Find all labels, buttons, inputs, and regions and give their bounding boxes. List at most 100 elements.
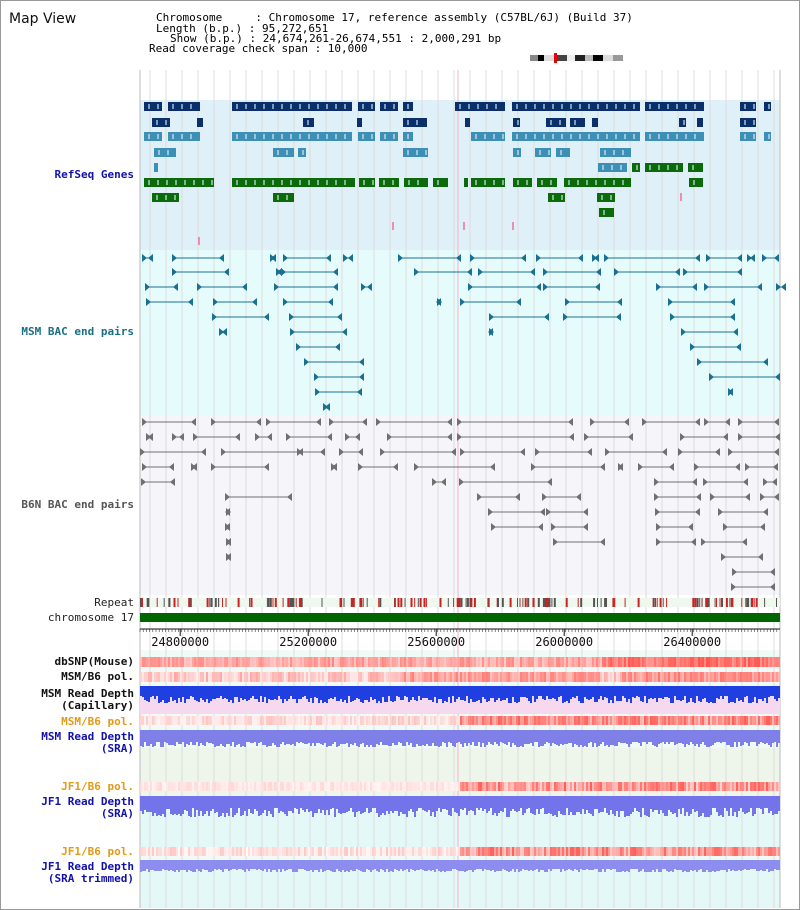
depth-bar — [450, 686, 452, 703]
jf1-depth-bar — [506, 796, 508, 817]
heat-cell — [296, 672, 298, 682]
bac-end-marker — [774, 493, 779, 501]
refseq-gene — [556, 148, 570, 157]
heat-cell — [744, 716, 746, 725]
jf1-trim-depth-bar — [314, 860, 316, 870]
jf1-trim-depth-bar — [446, 860, 448, 871]
heat-cell — [248, 672, 250, 682]
sra-depth-bar — [256, 730, 258, 746]
heat-cell — [550, 847, 552, 856]
b6n-bac-label[interactable]: B6N BAC end pairs — [21, 498, 134, 511]
repeat-element — [189, 598, 191, 607]
exon-mark — [603, 210, 605, 215]
jf1-b6-pol-label-1[interactable]: JF1/B6 pol. — [61, 780, 134, 793]
heat-cell — [564, 716, 566, 725]
sra-depth-bar — [296, 730, 298, 742]
heat-cell — [602, 657, 604, 667]
bac-end-marker — [192, 463, 197, 471]
heat-cell — [388, 782, 390, 791]
refseq-gene — [688, 163, 703, 172]
jf1-trim-depth-bar — [550, 860, 552, 871]
heat-cell — [564, 847, 566, 856]
exon-mark — [326, 180, 328, 185]
heat-cell — [486, 782, 488, 791]
sra-depth-bar — [156, 730, 158, 742]
exon-mark — [393, 134, 395, 139]
heat-cell — [180, 782, 182, 791]
bac-end-marker — [721, 553, 726, 561]
repeat-element — [537, 598, 540, 607]
chromosome-ideogram[interactable] — [530, 53, 626, 63]
bac-end-marker — [655, 508, 660, 516]
jf1-trim-depth-bar — [508, 860, 510, 872]
heat-cell — [528, 657, 530, 667]
depth-bar — [688, 686, 690, 702]
sra-depth-bar — [186, 730, 188, 744]
jf1-depth-bar — [762, 796, 764, 814]
heat-cell — [576, 657, 578, 667]
jf1-depth-bar — [680, 796, 682, 814]
bac-end-marker — [289, 313, 294, 321]
exon-mark — [753, 134, 755, 139]
depth-bar — [268, 686, 270, 699]
heat-cell — [730, 672, 732, 682]
msm-bac-label[interactable]: MSM BAC end pairs — [21, 325, 134, 338]
heat-cell — [196, 782, 198, 791]
refseq-gene — [379, 178, 399, 187]
heat-cell — [648, 716, 650, 725]
heat-cell — [572, 672, 574, 682]
heat-cell — [214, 782, 216, 791]
jf1-read-depth-sra-trimmed-label[interactable]: JF1 Read Depth (SRA trimmed) — [41, 860, 134, 885]
msm-read-depth-sra-label[interactable]: MSM Read Depth (SRA) — [41, 730, 134, 755]
heat-cell — [524, 847, 526, 856]
heat-cell — [152, 782, 154, 791]
heat-cell — [422, 672, 424, 682]
heat-cell — [482, 847, 484, 856]
heat-cell — [140, 672, 142, 682]
heat-cell — [698, 657, 700, 667]
heat-cell — [332, 847, 334, 856]
bac-end-marker — [516, 298, 521, 306]
sra-depth-bar — [534, 730, 536, 742]
jf1-trim-depth-bar — [184, 860, 186, 870]
msm-b6-pol-label-2[interactable]: MSM/B6 pol. — [61, 715, 134, 728]
heat-cell — [488, 672, 490, 682]
msm-b6-pol-label-1[interactable]: MSM/B6 pol. — [61, 670, 134, 683]
refseq-track-bg — [140, 100, 780, 250]
jf1-depth-bar — [432, 796, 434, 812]
heat-cell — [584, 847, 586, 856]
heat-cell — [402, 672, 404, 682]
jf1-b6-pol-label-2[interactable]: JF1/B6 pol. — [61, 845, 134, 858]
depth-gap — [548, 699, 550, 714]
sra-depth-bar — [148, 730, 150, 746]
heat-cell — [530, 657, 532, 667]
sra-depth-bar — [512, 730, 514, 743]
heat-cell — [164, 782, 166, 791]
exon-mark — [484, 180, 486, 185]
heat-cell — [278, 782, 280, 791]
jf1-trim-depth-bar — [500, 860, 502, 871]
heat-cell — [534, 782, 536, 791]
depth-gap — [686, 703, 688, 714]
repeat-element — [747, 598, 750, 607]
jf1-depth-bar — [344, 796, 346, 813]
heat-cell — [184, 672, 186, 682]
heat-cell — [286, 657, 288, 667]
heat-cell — [282, 716, 284, 725]
jf1-trim-depth-bar — [352, 860, 354, 871]
depth-gap — [562, 703, 564, 714]
jf1-depth-bar — [306, 796, 308, 809]
heat-cell — [432, 847, 434, 856]
dbsnp-label[interactable]: dbSNP(Mouse) — [54, 655, 134, 668]
jf1-read-depth-sra-label[interactable]: JF1 Read Depth (SRA) — [41, 795, 134, 820]
bac-end-marker — [546, 508, 551, 516]
ruler-tick-label: 24800000 — [151, 635, 209, 649]
refseq-genes-label[interactable]: RefSeq Genes — [54, 168, 134, 181]
msm-read-depth-capillary-label[interactable]: MSM Read Depth (Capillary) — [41, 687, 134, 712]
heat-cell — [344, 716, 346, 725]
heat-cell — [750, 657, 752, 667]
repeat-element — [458, 598, 461, 607]
sra-depth-bar — [696, 730, 698, 744]
depth-gap — [590, 699, 592, 714]
depth-gap — [278, 696, 280, 714]
